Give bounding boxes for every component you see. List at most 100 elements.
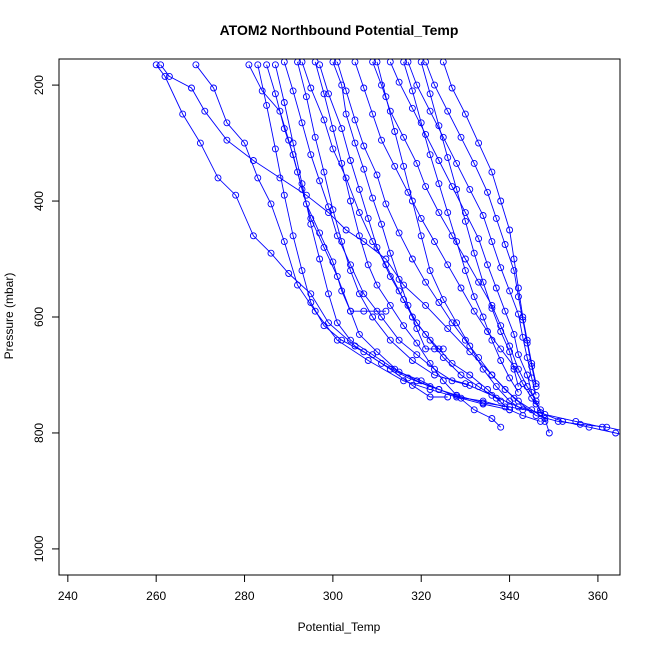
- data-point: [501, 386, 509, 393]
- data-point: [453, 238, 461, 246]
- profile-series: [192, 61, 509, 411]
- data-point: [382, 93, 390, 101]
- data-point: [461, 267, 469, 275]
- profile-line: [332, 61, 444, 350]
- data-point: [404, 188, 412, 196]
- data-point: [360, 142, 368, 150]
- profile-line: [257, 64, 448, 398]
- data-point: [201, 107, 209, 115]
- data-point: [461, 209, 469, 217]
- data-point: [426, 393, 434, 401]
- data-point: [355, 209, 363, 217]
- data-point: [457, 371, 465, 379]
- profile-line: [407, 61, 537, 396]
- data-point: [470, 293, 478, 301]
- data-point: [280, 238, 288, 246]
- data-point: [214, 174, 222, 182]
- data-point: [639, 437, 645, 443]
- data-point: [431, 345, 438, 353]
- data-point: [267, 200, 275, 208]
- data-point: [188, 84, 195, 92]
- profile-line: [376, 61, 524, 411]
- data-point: [373, 307, 381, 315]
- data-point: [347, 307, 354, 315]
- data-point: [386, 272, 394, 280]
- data-point: [598, 423, 606, 431]
- x-tick-label: 260: [146, 589, 166, 603]
- data-point: [506, 374, 514, 382]
- data-point: [444, 325, 452, 333]
- data-point: [249, 157, 257, 164]
- x-tick-label: 240: [58, 589, 78, 603]
- data-point: [492, 383, 500, 391]
- data-point: [461, 217, 469, 225]
- data-point: [316, 229, 324, 237]
- data-point: [391, 162, 399, 170]
- data-point: [263, 61, 271, 69]
- data-point: [355, 330, 363, 338]
- data-point: [422, 183, 430, 191]
- data-point: [603, 423, 611, 431]
- data-point: [351, 116, 359, 124]
- data-point: [386, 336, 394, 344]
- data-point: [541, 417, 549, 425]
- data-point: [192, 61, 200, 69]
- data-point: [470, 406, 478, 414]
- data-point: [386, 301, 394, 309]
- data-point: [355, 232, 363, 240]
- data-point: [408, 357, 416, 364]
- data-point: [294, 168, 301, 176]
- data-point: [271, 90, 279, 98]
- data-point: [294, 281, 301, 289]
- data-point: [360, 165, 368, 173]
- data-point: [307, 220, 315, 228]
- profile-line: [266, 64, 386, 312]
- data-point: [506, 348, 514, 356]
- data-point: [413, 339, 421, 347]
- data-point: [422, 345, 430, 353]
- profile-series: [294, 59, 606, 431]
- data-point: [333, 272, 341, 280]
- data-point: [386, 249, 394, 257]
- profile-line: [372, 61, 541, 413]
- data-point: [320, 90, 328, 98]
- profile-series: [280, 59, 474, 389]
- data-point: [152, 61, 160, 69]
- data-point: [497, 197, 505, 205]
- data-point: [378, 220, 385, 228]
- data-point: [395, 78, 403, 86]
- profile-series: [298, 59, 505, 405]
- data-point: [523, 336, 531, 344]
- data-point: [413, 159, 421, 167]
- y-tick-label: 800: [32, 423, 46, 443]
- data-point: [457, 394, 465, 402]
- data-point: [439, 59, 447, 66]
- data-point: [497, 264, 505, 272]
- data-point: [470, 249, 478, 257]
- data-point: [338, 159, 346, 167]
- data-point: [333, 336, 341, 344]
- data-point: [413, 81, 421, 89]
- data-point: [342, 226, 350, 234]
- data-point: [488, 238, 496, 246]
- data-point: [298, 59, 306, 66]
- data-point: [422, 301, 430, 309]
- data-point: [245, 61, 253, 69]
- data-point: [404, 301, 412, 309]
- data-point: [347, 267, 354, 275]
- data-point: [417, 377, 425, 385]
- data-point: [254, 174, 262, 182]
- profile-series: [152, 61, 645, 443]
- x-tick-label: 280: [235, 589, 255, 603]
- data-point: [475, 278, 483, 286]
- data-point: [223, 136, 231, 144]
- data-point: [249, 232, 257, 240]
- data-point: [320, 322, 328, 330]
- data-point: [404, 59, 412, 66]
- data-point: [492, 214, 500, 222]
- data-point: [338, 336, 346, 344]
- data-point: [347, 336, 354, 344]
- data-point: [413, 351, 421, 359]
- data-point: [426, 107, 434, 115]
- profile-line: [160, 64, 620, 431]
